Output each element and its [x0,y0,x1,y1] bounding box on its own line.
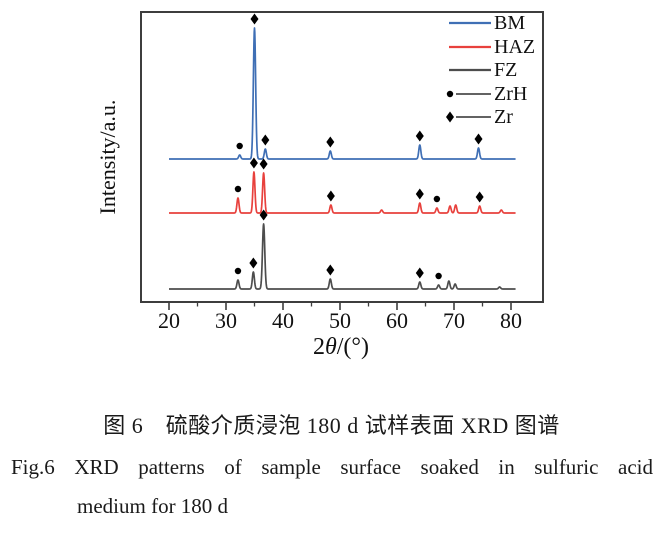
legend-label-fz: FZ [494,59,517,81]
legend-marker-zrh [446,90,454,98]
zrh-peak-marker [234,267,242,275]
figure-caption-english-line2: medium for 180 d [77,494,229,518]
xrd-chart: 20 30 40 50 60 70 80 2θ/(°) Intensity/a.u. BM HAZ F… [95,11,544,360]
legend-label-zrh: ZrH [494,83,527,105]
zr-peak-marker [326,136,335,148]
zr-peak-marker [259,158,268,170]
x-tick-label: 70 [443,308,465,333]
xrd-trace-fz [168,223,517,290]
zrh-peak-marker [236,142,243,150]
zr-peak-marker [259,209,268,221]
xrd-trace-bm [168,27,517,160]
legend-label-zr: Zr [494,106,513,128]
zr-peak-marker [261,134,270,146]
zr-peak-marker [415,130,424,142]
figure-caption-chinese: 图 6 硫酸介质浸泡 180 d 试样表面 XRD 图谱 [103,413,560,438]
zr-peak-marker [250,13,259,25]
xrd-trace-haz [168,171,517,214]
legend-label-bm: BM [494,12,525,34]
zr-peak-marker [415,267,424,279]
zr-peak-marker [326,264,335,276]
xrd-plot-svg: 20 30 40 50 60 70 80 2θ/(°) Intensity/a.u. BMHAZF… [95,11,544,360]
x-tick-label: 80 [500,308,522,333]
zrh-peak-marker [433,195,441,203]
legend-marker-zr [446,111,454,123]
y-axis-title: Intensity/a.u. [95,100,120,215]
plot-frame [140,11,544,303]
x-tick-label: 60 [386,308,408,333]
zr-peak-marker [249,257,258,269]
x-tick-label: 50 [329,308,351,333]
figure-caption-english-line1: Fig.6 XRD patterns of sample surface soa… [11,455,653,479]
x-tick-label: 30 [215,308,237,333]
zr-peak-marker [415,188,424,200]
x-tick-label: 20 [158,308,180,333]
zr-peak-marker [475,191,484,203]
zrh-peak-marker [234,185,242,193]
zr-peak-marker [326,190,335,202]
x-axis-title: 2θ/(°) [313,334,369,360]
zrh-peak-marker [435,272,442,280]
legend-label-haz: HAZ [494,36,535,58]
zr-peak-marker [474,133,483,145]
x-tick-label: 40 [272,308,294,333]
zr-peak-marker [249,157,258,169]
